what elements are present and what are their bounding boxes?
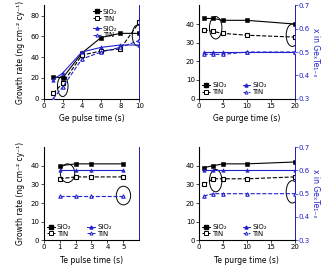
Y-axis label: Growth rate (ng cm⁻² cy⁻¹): Growth rate (ng cm⁻² cy⁻¹) bbox=[16, 1, 25, 104]
Y-axis label: x in GeₓTe₁₋ₓ: x in GeₓTe₁₋ₓ bbox=[311, 169, 320, 218]
Legend: SiO₂, TiN: SiO₂, TiN bbox=[202, 224, 227, 237]
X-axis label: Te pulse time (s): Te pulse time (s) bbox=[60, 256, 123, 265]
Y-axis label: x in GeₓTe₁₋ₓ: x in GeₓTe₁₋ₓ bbox=[311, 28, 320, 76]
Legend: SiO₂, TiN: SiO₂, TiN bbox=[243, 82, 267, 95]
Legend: SiO₂, TiN: SiO₂, TiN bbox=[93, 26, 117, 38]
Legend: SiO₂, TiN: SiO₂, TiN bbox=[87, 224, 112, 237]
Legend: SiO₂, TiN: SiO₂, TiN bbox=[47, 224, 71, 237]
X-axis label: Ge purge time (s): Ge purge time (s) bbox=[213, 114, 280, 123]
Legend: SiO₂, TiN: SiO₂, TiN bbox=[93, 9, 117, 22]
Legend: SiO₂, TiN: SiO₂, TiN bbox=[243, 224, 267, 237]
Legend: SiO₂, TiN: SiO₂, TiN bbox=[202, 82, 227, 95]
X-axis label: Ge pulse time (s): Ge pulse time (s) bbox=[59, 114, 124, 123]
Y-axis label: Growth rate (ng cm⁻² cy⁻¹): Growth rate (ng cm⁻² cy⁻¹) bbox=[16, 142, 25, 245]
X-axis label: Te purge time (s): Te purge time (s) bbox=[214, 256, 279, 265]
